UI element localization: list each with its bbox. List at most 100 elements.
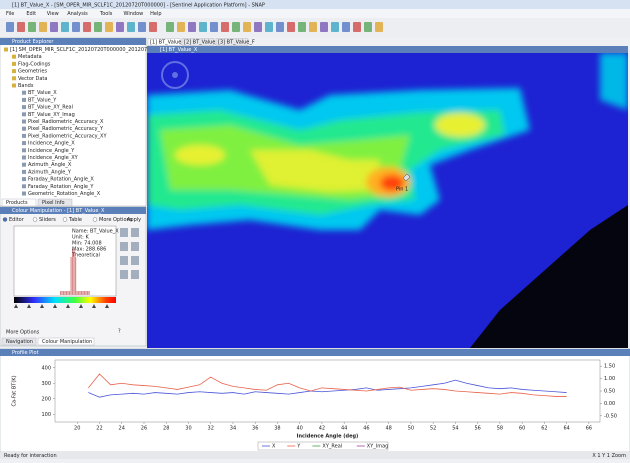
slider[interactable] bbox=[66, 304, 70, 308]
tool-button[interactable] bbox=[298, 22, 306, 32]
tool-button[interactable] bbox=[127, 22, 135, 32]
tool-button[interactable] bbox=[83, 22, 91, 32]
colour-tool[interactable] bbox=[131, 228, 139, 237]
tool-button[interactable] bbox=[166, 22, 174, 32]
menu-item[interactable]: Tools bbox=[99, 11, 113, 17]
tree-item[interactable]: BT_Value_X bbox=[28, 90, 57, 96]
tab-label[interactable]: Colour Manipulation bbox=[42, 339, 92, 345]
menu-item[interactable]: Analysis bbox=[67, 11, 88, 17]
option-label[interactable]: More Options bbox=[99, 217, 133, 223]
slider[interactable] bbox=[27, 304, 31, 308]
tool-button[interactable] bbox=[243, 22, 251, 32]
menu-item[interactable]: View bbox=[47, 11, 59, 17]
tab[interactable] bbox=[215, 38, 249, 46]
tree-item[interactable]: Geometric_Rotation_Angle_X bbox=[28, 191, 101, 197]
radio[interactable] bbox=[2, 217, 8, 222]
tree-item[interactable]: Flag-Codings bbox=[18, 61, 51, 67]
option-label[interactable]: Editor bbox=[9, 217, 25, 223]
tool-button[interactable] bbox=[265, 22, 273, 32]
tree-item[interactable]: Pixel_Radiometric_Accuracy_Y bbox=[28, 126, 104, 132]
slider[interactable] bbox=[105, 304, 109, 308]
tool-button[interactable] bbox=[94, 22, 102, 32]
option-label[interactable]: Sliders bbox=[39, 217, 56, 223]
tree-item[interactable]: Pixel_Radiometric_Accuracy_XY bbox=[28, 133, 107, 139]
tree-item[interactable]: Azimuth_Angle_X bbox=[28, 162, 72, 168]
tree-item[interactable]: BT_Value_Y bbox=[28, 97, 57, 103]
menu-item[interactable]: Help bbox=[150, 11, 161, 17]
tab[interactable] bbox=[37, 198, 73, 207]
colour-tool[interactable] bbox=[120, 228, 128, 237]
tool-button[interactable] bbox=[254, 22, 262, 32]
tool-button[interactable] bbox=[116, 22, 124, 32]
tab[interactable] bbox=[1, 198, 37, 207]
tool-button[interactable] bbox=[320, 22, 328, 32]
apply-button[interactable]: Apply bbox=[127, 217, 141, 223]
tool-button[interactable] bbox=[72, 22, 80, 32]
menu-item[interactable]: Edit bbox=[26, 11, 36, 17]
slider[interactable] bbox=[40, 304, 44, 308]
tool-button[interactable] bbox=[39, 22, 47, 32]
tree-item[interactable]: Incidence_Angle_XY bbox=[28, 155, 79, 161]
tool-button[interactable] bbox=[276, 22, 284, 32]
tool-button[interactable] bbox=[138, 22, 146, 32]
tree-item[interactable]: [1] SM_OPER_MIR_SCLF1C_20120720T000000_2… bbox=[10, 47, 176, 53]
colour-tool[interactable] bbox=[131, 270, 139, 279]
slider[interactable] bbox=[14, 304, 18, 308]
colour-tool[interactable] bbox=[120, 256, 128, 265]
tool-button[interactable] bbox=[309, 22, 317, 32]
tool-button[interactable] bbox=[375, 22, 383, 32]
tool-button[interactable] bbox=[6, 22, 14, 32]
radio[interactable] bbox=[62, 217, 68, 222]
tool-button[interactable] bbox=[188, 22, 196, 32]
help-icon[interactable]: ? bbox=[118, 329, 121, 335]
tree-item[interactable]: Metadata bbox=[18, 54, 42, 60]
tool-button[interactable] bbox=[353, 22, 361, 32]
colour-tool[interactable] bbox=[120, 270, 128, 279]
tree-item[interactable]: Faraday_Rotation_Angle_Y bbox=[28, 184, 94, 190]
tree-item[interactable]: Incidence_Angle_Y bbox=[28, 148, 75, 154]
tab[interactable] bbox=[181, 38, 215, 46]
tab-label[interactable]: Navigation bbox=[6, 339, 33, 345]
tree-item[interactable]: Azimuth_Angle_Y bbox=[28, 169, 72, 175]
tool-button[interactable] bbox=[149, 22, 157, 32]
tool-button[interactable] bbox=[287, 22, 295, 32]
tool-button[interactable] bbox=[221, 22, 229, 32]
tab[interactable] bbox=[1, 337, 37, 346]
tree-item[interactable]: BT_Value_XY_Real bbox=[28, 105, 73, 111]
tab-label[interactable]: Pixel Info bbox=[42, 200, 65, 206]
slider[interactable] bbox=[79, 304, 83, 308]
tab-label[interactable]: [2] BT_Value_Y bbox=[184, 40, 222, 46]
tool-button[interactable] bbox=[105, 22, 113, 32]
menu-item[interactable]: Window bbox=[124, 11, 144, 17]
slider[interactable] bbox=[92, 304, 96, 308]
colour-tool[interactable] bbox=[120, 242, 128, 251]
tool-button[interactable] bbox=[199, 22, 207, 32]
tool-button[interactable] bbox=[331, 22, 339, 32]
colour-tool[interactable] bbox=[131, 256, 139, 265]
tool-button[interactable] bbox=[177, 22, 185, 32]
tab-label[interactable]: Products bbox=[6, 200, 28, 206]
tool-button[interactable] bbox=[17, 22, 25, 32]
tab[interactable] bbox=[147, 38, 181, 46]
tab[interactable] bbox=[37, 337, 95, 346]
tree-item[interactable]: Incidence_Angle_X bbox=[28, 141, 75, 147]
more-options[interactable]: More Options bbox=[6, 330, 40, 336]
tree-item[interactable]: Faraday_Rotation_Angle_X bbox=[28, 177, 94, 183]
slider[interactable] bbox=[53, 304, 57, 308]
radio[interactable] bbox=[32, 217, 38, 222]
tool-button[interactable] bbox=[364, 22, 372, 32]
radio[interactable] bbox=[92, 217, 98, 222]
tree-item[interactable]: Vector Data bbox=[18, 76, 47, 82]
option-label[interactable]: Table bbox=[68, 217, 82, 223]
tool-button[interactable] bbox=[50, 22, 58, 32]
tool-button[interactable] bbox=[28, 22, 36, 32]
tab-label[interactable]: [3] BT_Value_F bbox=[218, 40, 255, 46]
tool-button[interactable] bbox=[210, 22, 218, 32]
colour-tool[interactable] bbox=[131, 242, 139, 251]
tree-item[interactable]: Bands bbox=[18, 83, 34, 89]
tab-label[interactable]: [1] BT_Value_X bbox=[150, 40, 188, 46]
tree-item[interactable]: BT_Value_XY_Imag bbox=[28, 112, 75, 118]
tree-item[interactable]: Pixel_Radiometric_Accuracy_X bbox=[28, 119, 104, 125]
tool-button[interactable] bbox=[61, 22, 69, 32]
tool-button[interactable] bbox=[342, 22, 350, 32]
